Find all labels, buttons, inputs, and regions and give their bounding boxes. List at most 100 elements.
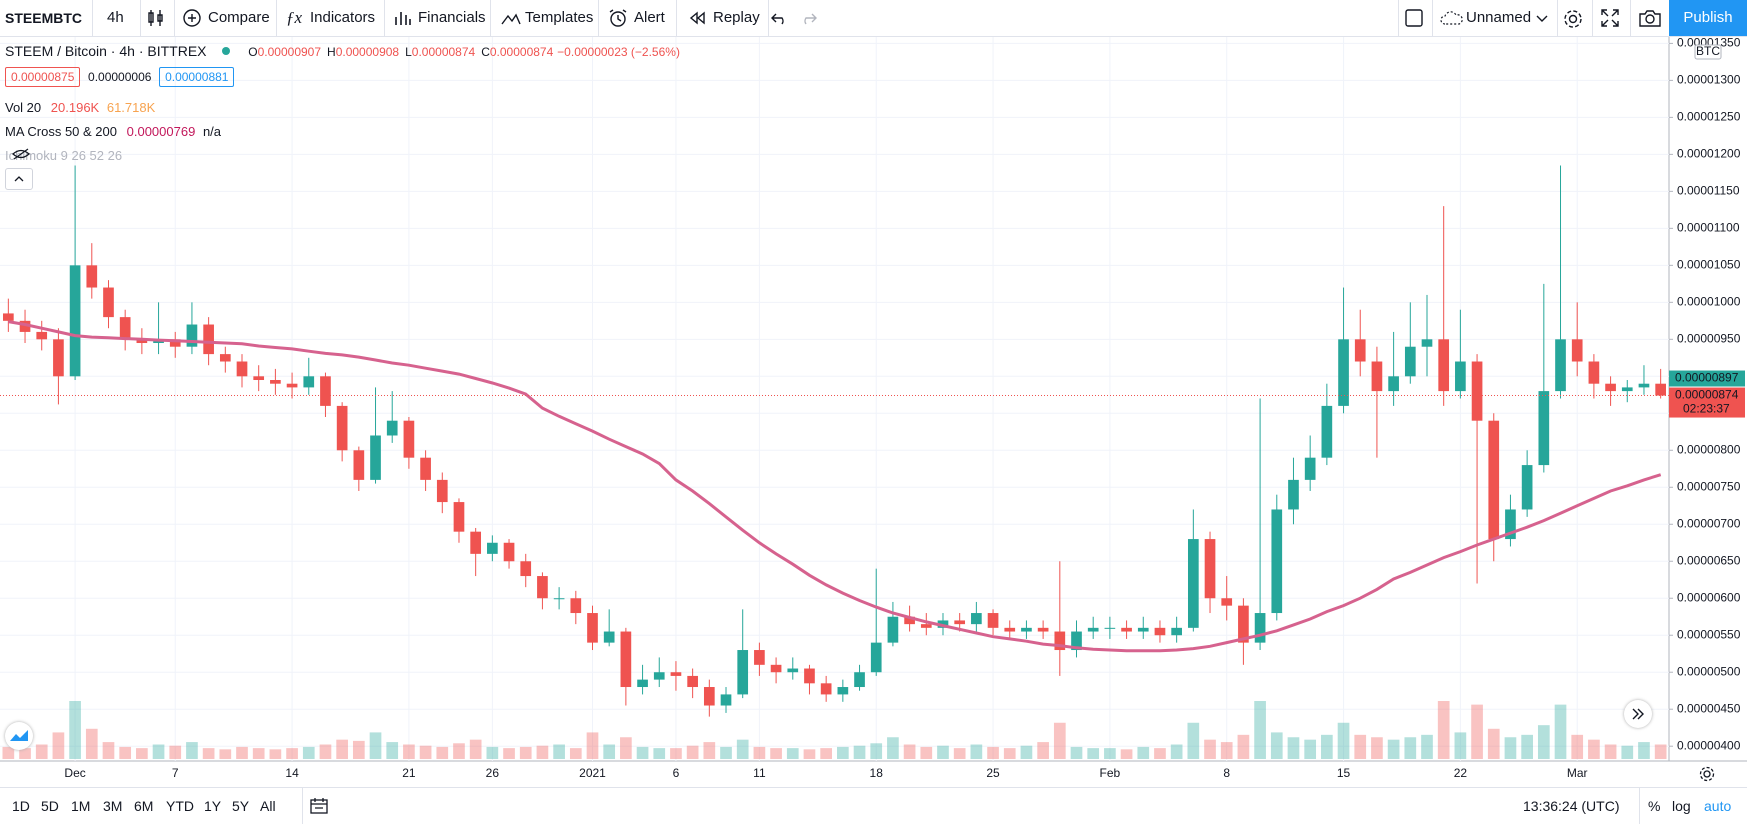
interval[interactable]: 4h <box>107 9 124 26</box>
volume-bar <box>837 746 849 759</box>
indicator-name[interactable]: MA Cross 50 & 200 <box>5 124 117 139</box>
separator <box>92 0 93 36</box>
alert-icon[interactable] <box>607 8 629 28</box>
range-button[interactable]: 5Y <box>232 798 250 814</box>
volume-bar <box>1471 704 1483 759</box>
x-tick-label: Dec <box>64 766 85 780</box>
cloud-icon[interactable] <box>1439 8 1465 28</box>
separator <box>768 0 769 36</box>
volume-bar <box>419 745 432 759</box>
goto-date[interactable] <box>309 797 329 815</box>
clock[interactable]: 13:36:24 (UTC) <box>1523 798 1620 814</box>
range-button[interactable]: 1D <box>12 798 30 814</box>
volume-bar <box>1304 739 1317 759</box>
y-tick-label: 0.00000450 <box>1677 701 1741 715</box>
range-button[interactable]: 6M <box>134 798 154 814</box>
bid[interactable]: 0.00000875 <box>5 67 81 87</box>
volume-bar <box>786 748 799 759</box>
volume-bar <box>937 745 949 759</box>
volume-bar <box>503 748 515 759</box>
fullscreen-button[interactable] <box>1600 8 1620 28</box>
volume-bar <box>1537 725 1550 759</box>
ask[interactable]: 0.00000881 <box>159 67 235 87</box>
separator <box>490 0 491 36</box>
candle-body <box>637 679 648 688</box>
replay-icon[interactable] <box>687 8 707 28</box>
candle-body <box>954 620 966 625</box>
financials-button[interactable]: Financials <box>418 9 486 26</box>
hidden-icon[interactable] <box>11 148 31 160</box>
y-tick-label: 0.00000600 <box>1677 590 1741 604</box>
volume-bar <box>1187 722 1200 759</box>
volume-bar <box>536 745 549 759</box>
alert-button[interactable]: Alert <box>634 9 665 26</box>
scroll-to-end[interactable] <box>1624 700 1652 728</box>
log-toggle[interactable]: log <box>1672 798 1691 814</box>
indicator-name[interactable]: Vol 20 <box>5 100 42 115</box>
volume-bar <box>1170 744 1183 759</box>
currency-tag: BTC <box>1694 44 1722 60</box>
volume-bar <box>1237 734 1250 759</box>
indicator-name[interactable]: Ichimoku 9 26 52 26 <box>5 148 123 163</box>
compare-button[interactable]: Compare <box>208 9 270 26</box>
logo[interactable] <box>5 722 33 750</box>
layout-menu[interactable] <box>1535 8 1549 28</box>
range-button[interactable]: YTD <box>166 798 194 814</box>
ohlc-key: L <box>405 45 412 59</box>
separator <box>174 0 175 36</box>
candle-body <box>804 668 815 684</box>
volume-bar <box>620 737 632 759</box>
candle-body <box>737 650 749 695</box>
percent-toggle[interactable]: % <box>1648 798 1661 814</box>
collapse-legend[interactable] <box>5 168 33 190</box>
indicators-icon[interactable]: ƒx <box>286 8 303 27</box>
volume-bar <box>469 739 482 759</box>
compare-icon[interactable] <box>182 8 202 28</box>
x-tick-label: Mar <box>1567 766 1588 780</box>
replay-button[interactable]: Replay <box>713 9 760 26</box>
templates-icon[interactable] <box>500 8 522 28</box>
financials-icon[interactable] <box>393 8 413 28</box>
symbol[interactable]: STEEMBTC <box>5 10 82 26</box>
snapshot-button[interactable] <box>1638 8 1662 28</box>
auto-toggle[interactable]: auto <box>1704 798 1732 814</box>
range-button[interactable]: 5D <box>41 798 59 814</box>
candle-body <box>703 687 715 706</box>
undo-button[interactable] <box>770 8 790 28</box>
ohlc-values: O0.00000907 H0.00000908 L0.00000874 C0.0000… <box>248 45 553 59</box>
candle-body <box>1338 339 1349 406</box>
candle-body <box>920 624 932 628</box>
layout-name[interactable]: Unnamed <box>1466 9 1532 26</box>
candle-body <box>687 675 698 688</box>
candle-body <box>520 561 532 577</box>
redo-button[interactable] <box>798 8 818 28</box>
candle-body <box>720 694 732 706</box>
candle-body <box>1521 465 1533 510</box>
range-button[interactable]: 1M <box>71 798 91 814</box>
range-button[interactable]: All <box>260 798 276 814</box>
candle-body <box>19 320 31 332</box>
axis-settings[interactable] <box>1697 764 1717 784</box>
templates-button[interactable]: Templates <box>525 9 594 26</box>
volume-bar <box>1387 739 1400 759</box>
settings-button[interactable] <box>1562 8 1584 30</box>
symbol-description[interactable]: STEEM / Bitcoin · 4h · BITTREX <box>5 43 207 59</box>
chart-style-icon[interactable] <box>146 8 166 28</box>
candle-body <box>1121 627 1132 632</box>
candle-body <box>1438 339 1450 392</box>
candle-body <box>1371 361 1383 392</box>
publish-button[interactable]: Publish <box>1669 0 1747 36</box>
range-button[interactable]: 3M <box>103 798 123 814</box>
volume-bar <box>1337 722 1350 759</box>
volume-bar <box>1354 734 1367 759</box>
range-button[interactable]: 1Y <box>204 798 222 814</box>
candle-body <box>1588 361 1600 384</box>
volume-bar <box>286 748 298 759</box>
volume-bar <box>987 746 999 759</box>
volume-bar <box>1437 701 1450 759</box>
candle-body <box>470 531 482 554</box>
indicators-button[interactable]: Indicators <box>310 9 376 26</box>
volume-bar <box>269 749 282 759</box>
volume-bar <box>169 745 182 759</box>
layout-button[interactable] <box>1404 8 1424 28</box>
